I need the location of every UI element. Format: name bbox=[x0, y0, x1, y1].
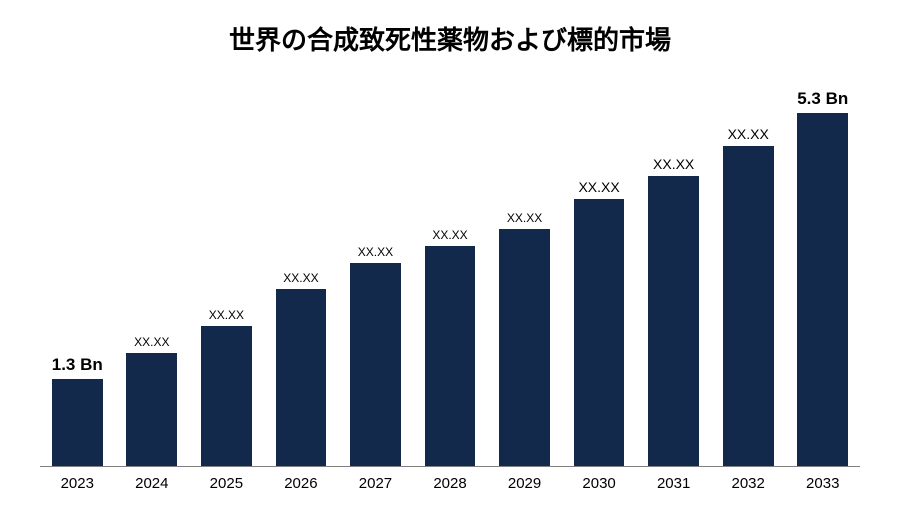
x-tick: 2030 bbox=[562, 475, 637, 492]
bar-slot: XX.XX bbox=[264, 67, 339, 466]
x-tick: 2031 bbox=[636, 475, 711, 492]
bar-value-label: XX.XX bbox=[653, 156, 694, 172]
bar-slot: XX.XX bbox=[338, 67, 413, 466]
bar bbox=[52, 379, 103, 466]
plot-area: 1.3 Bn XX.XX XX.XX XX.XX XX.XX XX.XX XX.XX XX.X… bbox=[40, 67, 860, 467]
x-tick: 2029 bbox=[487, 475, 562, 492]
bar-value-label: 5.3 Bn bbox=[797, 89, 848, 109]
x-tick: 2027 bbox=[338, 475, 413, 492]
bar-slot: XX.XX bbox=[189, 67, 264, 466]
bars: 1.3 Bn XX.XX XX.XX XX.XX XX.XX XX.XX XX.XX XX.X… bbox=[40, 67, 860, 466]
bar bbox=[723, 146, 774, 466]
bar-slot: XX.XX bbox=[413, 67, 488, 466]
x-tick: 2025 bbox=[189, 475, 264, 492]
bar-value-label: 1.3 Bn bbox=[52, 355, 103, 375]
bar bbox=[276, 289, 327, 466]
bar-slot: XX.XX bbox=[487, 67, 562, 466]
x-tick: 2028 bbox=[413, 475, 488, 492]
bar-value-label: XX.XX bbox=[728, 126, 769, 142]
x-tick: 2033 bbox=[785, 475, 860, 492]
chart-container: 世界の合成致死性薬物および標的市場 1.3 Bn XX.XX XX.XX XX.XX X… bbox=[0, 0, 900, 525]
x-tick: 2026 bbox=[264, 475, 339, 492]
bar-slot: XX.XX bbox=[562, 67, 637, 466]
bar-slot: 5.3 Bn bbox=[785, 67, 860, 466]
bar bbox=[499, 229, 550, 466]
bar-value-label: XX.XX bbox=[134, 335, 169, 349]
bar-value-label: XX.XX bbox=[432, 228, 467, 242]
x-tick: 2024 bbox=[115, 475, 190, 492]
bar bbox=[201, 326, 252, 466]
bar-value-label: XX.XX bbox=[283, 271, 318, 285]
bar-slot: XX.XX bbox=[115, 67, 190, 466]
bar-value-label: XX.XX bbox=[209, 308, 244, 322]
bar-slot: XX.XX bbox=[711, 67, 786, 466]
x-axis: 2023202420252026202720282029203020312032… bbox=[40, 475, 860, 492]
bar-slot: XX.XX bbox=[636, 67, 711, 466]
bar-value-label: XX.XX bbox=[507, 211, 542, 225]
bar bbox=[648, 176, 699, 466]
x-tick: 2023 bbox=[40, 475, 115, 492]
x-tick: 2032 bbox=[711, 475, 786, 492]
bar bbox=[797, 113, 848, 466]
bar-slot: 1.3 Bn bbox=[40, 67, 115, 466]
bar-value-label: XX.XX bbox=[578, 179, 619, 195]
bar bbox=[574, 199, 625, 466]
bar bbox=[425, 246, 476, 466]
bar bbox=[126, 353, 177, 466]
bar bbox=[350, 263, 401, 466]
chart-title: 世界の合成致死性薬物および標的市場 bbox=[40, 20, 860, 57]
bar-value-label: XX.XX bbox=[358, 245, 393, 259]
